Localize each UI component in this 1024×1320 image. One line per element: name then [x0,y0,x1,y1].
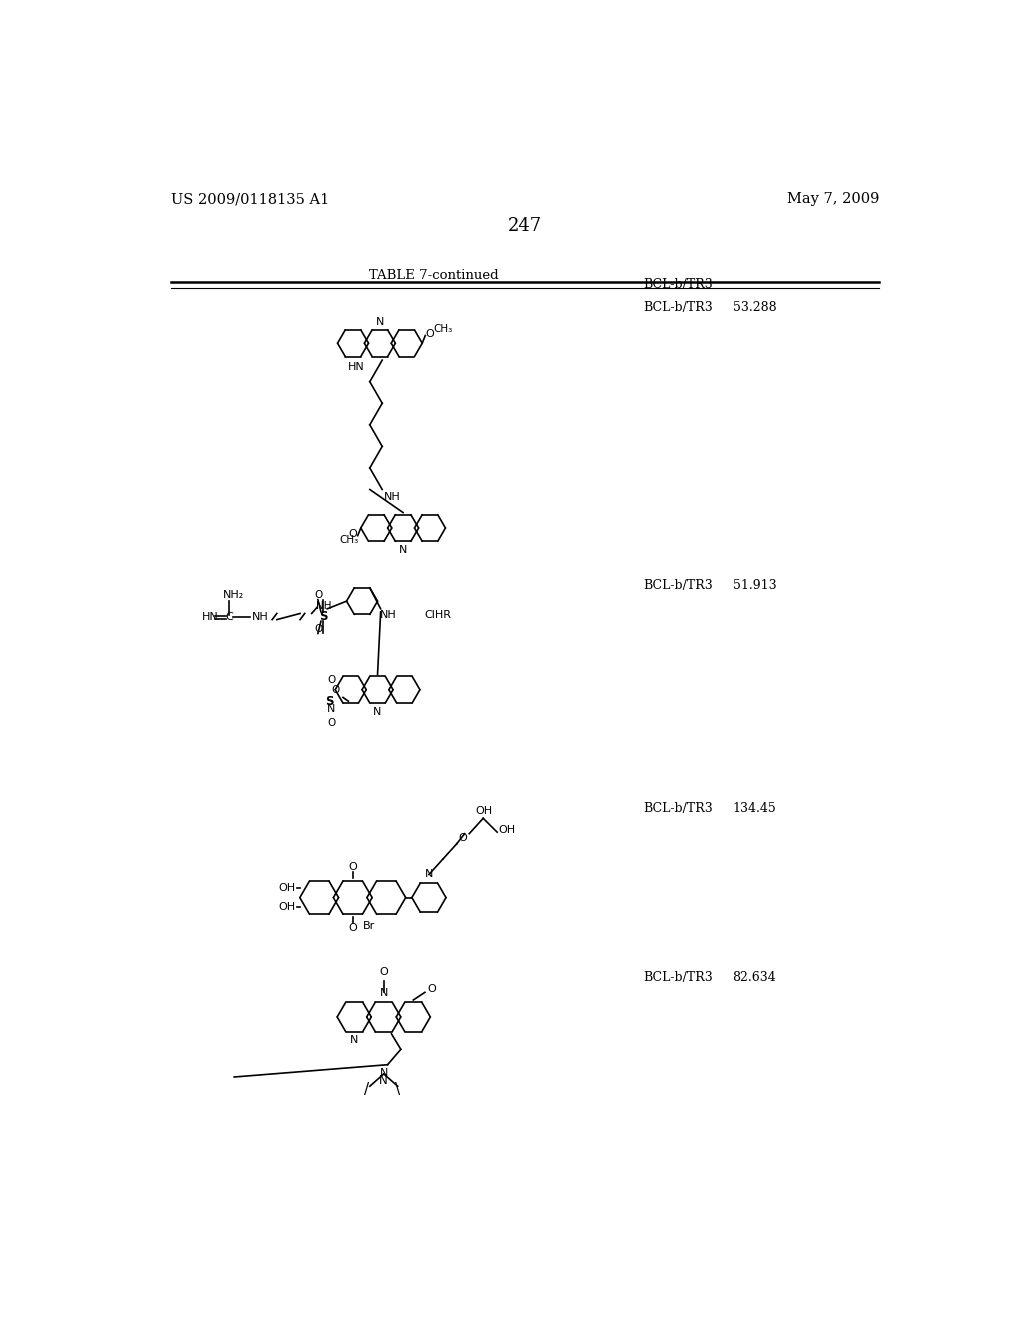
Text: N: N [374,706,382,717]
Text: BCL-b/TR3: BCL-b/TR3 [643,578,713,591]
Text: N: N [379,1074,388,1086]
Text: BCL-b/TR3: BCL-b/TR3 [643,301,713,314]
Text: 53.288: 53.288 [732,301,776,314]
Text: May 7, 2009: May 7, 2009 [786,193,879,206]
Text: BCL-b/TR3: BCL-b/TR3 [643,279,713,292]
Text: 247: 247 [508,218,542,235]
Text: O: O [348,862,357,871]
Text: Br: Br [362,921,375,931]
Text: BCL-b/TR3: BCL-b/TR3 [643,970,713,983]
Text: N: N [327,704,336,714]
Text: \: \ [395,1081,400,1097]
Text: OH: OH [499,825,516,834]
Text: HN: HN [347,363,365,372]
Text: NH₂: NH₂ [223,590,245,599]
Text: 82.634: 82.634 [732,970,776,983]
Text: NH: NH [380,610,396,620]
Text: US 2009/0118135 A1: US 2009/0118135 A1 [171,193,329,206]
Text: ClHR: ClHR [424,610,451,620]
Text: NH: NH [315,601,331,611]
Text: N: N [399,545,408,554]
Text: OH: OH [279,883,296,894]
Text: N: N [380,1068,388,1077]
Text: S: S [319,610,328,623]
Text: O: O [314,590,323,601]
Text: TABLE 7-continued: TABLE 7-continued [370,269,499,282]
Text: O: O [425,329,434,339]
Text: OH: OH [475,807,493,816]
Text: NH: NH [384,492,400,502]
Text: O: O [328,718,336,727]
Text: /: / [365,1081,370,1097]
Text: CH₃: CH₃ [433,323,453,334]
Text: O: O [348,529,357,539]
Text: O: O [331,685,339,696]
Text: O: O [427,985,436,994]
Text: NH: NH [252,611,268,622]
Text: N: N [350,1035,358,1045]
Text: BCL-b/TR3: BCL-b/TR3 [643,803,713,816]
Text: O: O [348,924,357,933]
Text: N: N [425,869,433,879]
Text: O: O [379,968,388,977]
Text: 51.913: 51.913 [732,578,776,591]
Text: S: S [326,694,334,708]
Text: O: O [314,624,323,634]
Text: O: O [328,675,336,685]
Text: HN: HN [202,611,218,622]
Text: C: C [225,611,232,622]
Text: CH₃: CH₃ [340,536,359,545]
Text: N: N [376,317,384,327]
Text: 134.45: 134.45 [732,803,776,816]
Text: OH: OH [279,902,296,912]
Text: O: O [459,833,467,842]
Text: N: N [380,989,388,998]
